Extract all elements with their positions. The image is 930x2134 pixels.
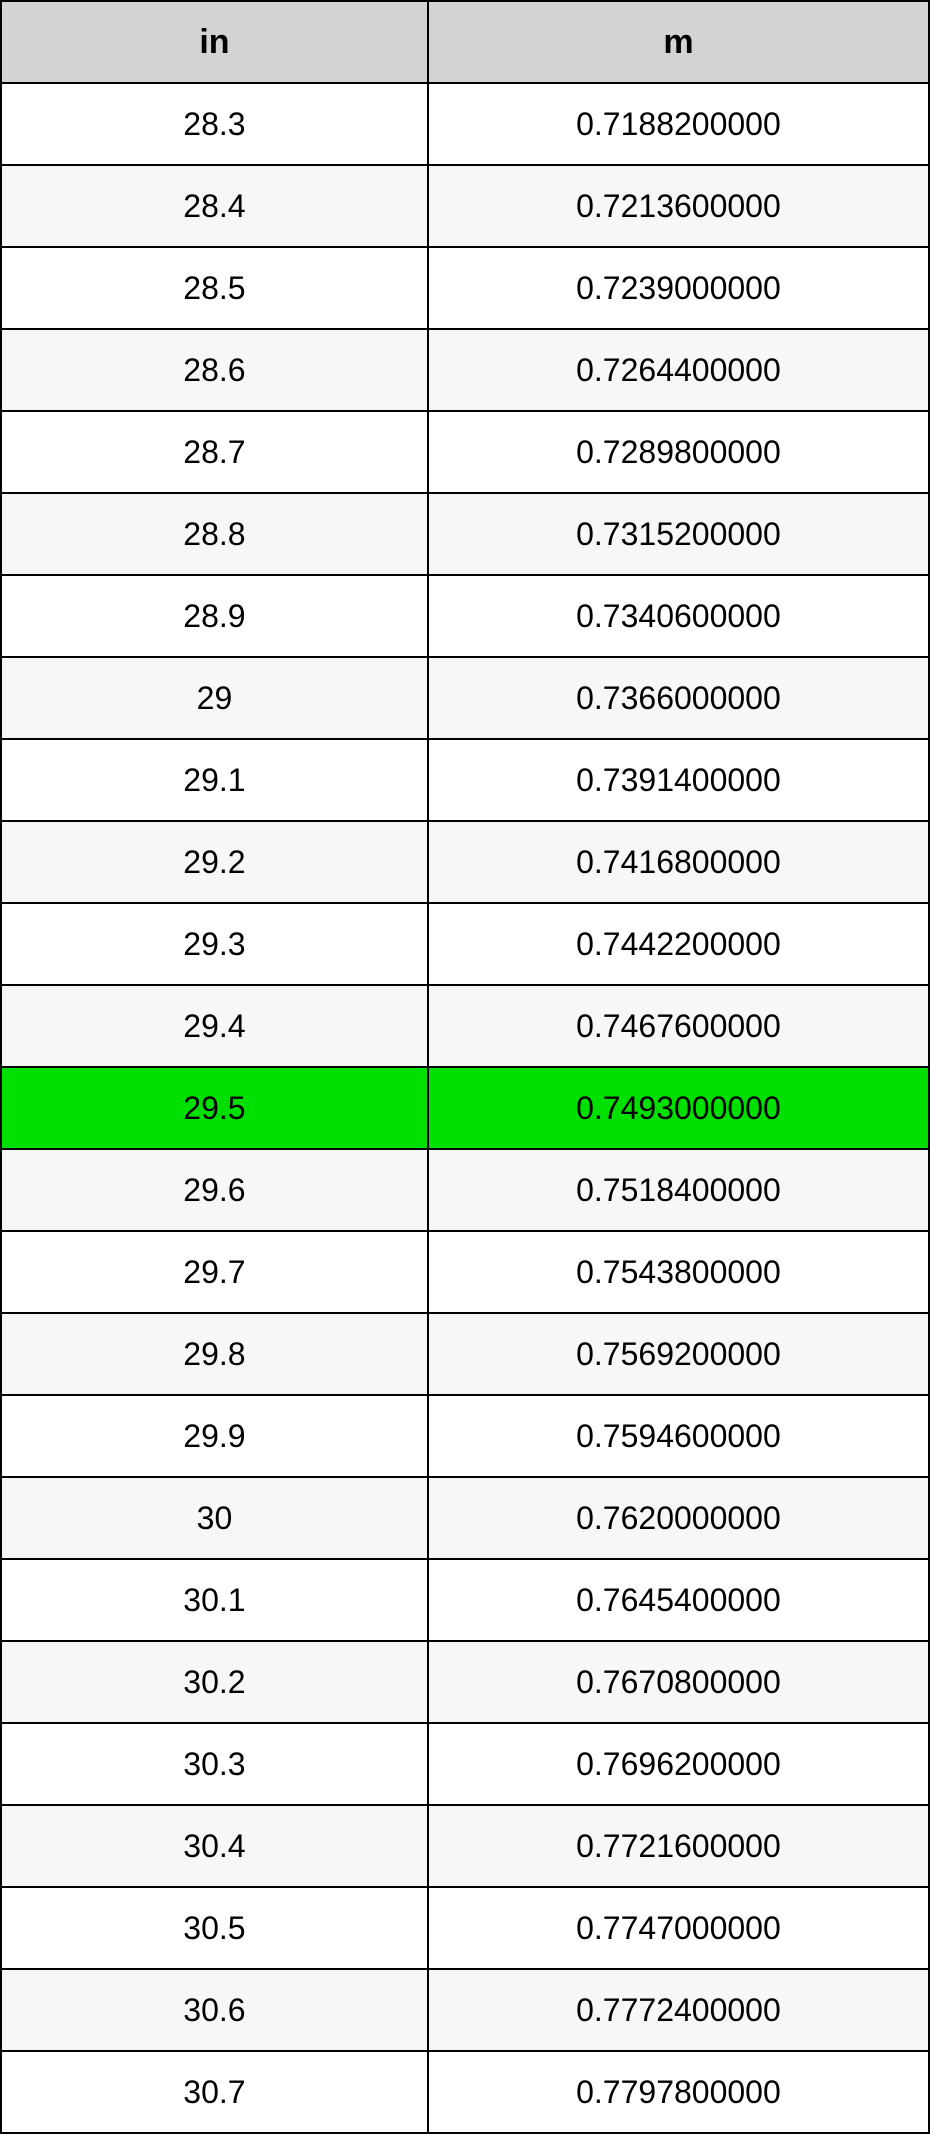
cell-in: 30 <box>1 1477 428 1559</box>
cell-in: 28.6 <box>1 329 428 411</box>
cell-in: 29.4 <box>1 985 428 1067</box>
cell-m: 0.7264400000 <box>428 329 929 411</box>
table-row: 29.40.7467600000 <box>1 985 929 1067</box>
table-row: 29.60.7518400000 <box>1 1149 929 1231</box>
cell-m: 0.7315200000 <box>428 493 929 575</box>
table-header: in m <box>1 1 929 83</box>
table-row: 29.10.7391400000 <box>1 739 929 821</box>
cell-m: 0.7696200000 <box>428 1723 929 1805</box>
table-row: 29.30.7442200000 <box>1 903 929 985</box>
cell-m: 0.7594600000 <box>428 1395 929 1477</box>
table-row: 29.70.7543800000 <box>1 1231 929 1313</box>
cell-m: 0.7391400000 <box>428 739 929 821</box>
cell-in: 28.3 <box>1 83 428 165</box>
cell-m: 0.7543800000 <box>428 1231 929 1313</box>
table-row: 29.20.7416800000 <box>1 821 929 903</box>
cell-in: 30.5 <box>1 1887 428 1969</box>
cell-in: 29.5 <box>1 1067 428 1149</box>
cell-m: 0.7467600000 <box>428 985 929 1067</box>
table-row: 29.90.7594600000 <box>1 1395 929 1477</box>
cell-in: 29.9 <box>1 1395 428 1477</box>
table-body: 28.30.718820000028.40.721360000028.50.72… <box>1 83 929 2133</box>
cell-m: 0.7213600000 <box>428 165 929 247</box>
table-row: 30.30.7696200000 <box>1 1723 929 1805</box>
table-row: 29.80.7569200000 <box>1 1313 929 1395</box>
cell-m: 0.7442200000 <box>428 903 929 985</box>
cell-m: 0.7366000000 <box>428 657 929 739</box>
cell-in: 29.1 <box>1 739 428 821</box>
cell-m: 0.7518400000 <box>428 1149 929 1231</box>
cell-m: 0.7645400000 <box>428 1559 929 1641</box>
table-row: 300.7620000000 <box>1 1477 929 1559</box>
cell-in: 29.8 <box>1 1313 428 1395</box>
col-header-in: in <box>1 1 428 83</box>
cell-m: 0.7493000000 <box>428 1067 929 1149</box>
cell-in: 28.8 <box>1 493 428 575</box>
cell-in: 30.2 <box>1 1641 428 1723</box>
cell-in: 28.9 <box>1 575 428 657</box>
table-row: 30.10.7645400000 <box>1 1559 929 1641</box>
col-header-m: m <box>428 1 929 83</box>
table-row: 30.20.7670800000 <box>1 1641 929 1723</box>
table-row: 28.40.7213600000 <box>1 165 929 247</box>
cell-in: 30.6 <box>1 1969 428 2051</box>
cell-m: 0.7747000000 <box>428 1887 929 1969</box>
table-row: 30.60.7772400000 <box>1 1969 929 2051</box>
cell-in: 29.2 <box>1 821 428 903</box>
cell-in: 30.4 <box>1 1805 428 1887</box>
cell-in: 29.7 <box>1 1231 428 1313</box>
cell-in: 28.7 <box>1 411 428 493</box>
conversion-table: in m 28.30.718820000028.40.721360000028.… <box>0 0 930 2134</box>
table-row: 290.7366000000 <box>1 657 929 739</box>
table-row: 30.50.7747000000 <box>1 1887 929 1969</box>
cell-in: 29 <box>1 657 428 739</box>
cell-in: 30.7 <box>1 2051 428 2133</box>
cell-m: 0.7670800000 <box>428 1641 929 1723</box>
cell-m: 0.7188200000 <box>428 83 929 165</box>
cell-m: 0.7569200000 <box>428 1313 929 1395</box>
table-row: 30.70.7797800000 <box>1 2051 929 2133</box>
cell-m: 0.7239000000 <box>428 247 929 329</box>
table-row: 28.30.7188200000 <box>1 83 929 165</box>
table-row: 29.50.7493000000 <box>1 1067 929 1149</box>
cell-m: 0.7620000000 <box>428 1477 929 1559</box>
cell-in: 29.3 <box>1 903 428 985</box>
table-row: 28.50.7239000000 <box>1 247 929 329</box>
cell-in: 28.5 <box>1 247 428 329</box>
cell-in: 30.3 <box>1 1723 428 1805</box>
cell-in: 28.4 <box>1 165 428 247</box>
cell-m: 0.7772400000 <box>428 1969 929 2051</box>
cell-in: 30.1 <box>1 1559 428 1641</box>
header-row: in m <box>1 1 929 83</box>
table-row: 28.60.7264400000 <box>1 329 929 411</box>
cell-m: 0.7416800000 <box>428 821 929 903</box>
table-row: 30.40.7721600000 <box>1 1805 929 1887</box>
cell-m: 0.7797800000 <box>428 2051 929 2133</box>
cell-m: 0.7340600000 <box>428 575 929 657</box>
table-row: 28.70.7289800000 <box>1 411 929 493</box>
table-row: 28.90.7340600000 <box>1 575 929 657</box>
table-row: 28.80.7315200000 <box>1 493 929 575</box>
cell-m: 0.7721600000 <box>428 1805 929 1887</box>
cell-m: 0.7289800000 <box>428 411 929 493</box>
cell-in: 29.6 <box>1 1149 428 1231</box>
